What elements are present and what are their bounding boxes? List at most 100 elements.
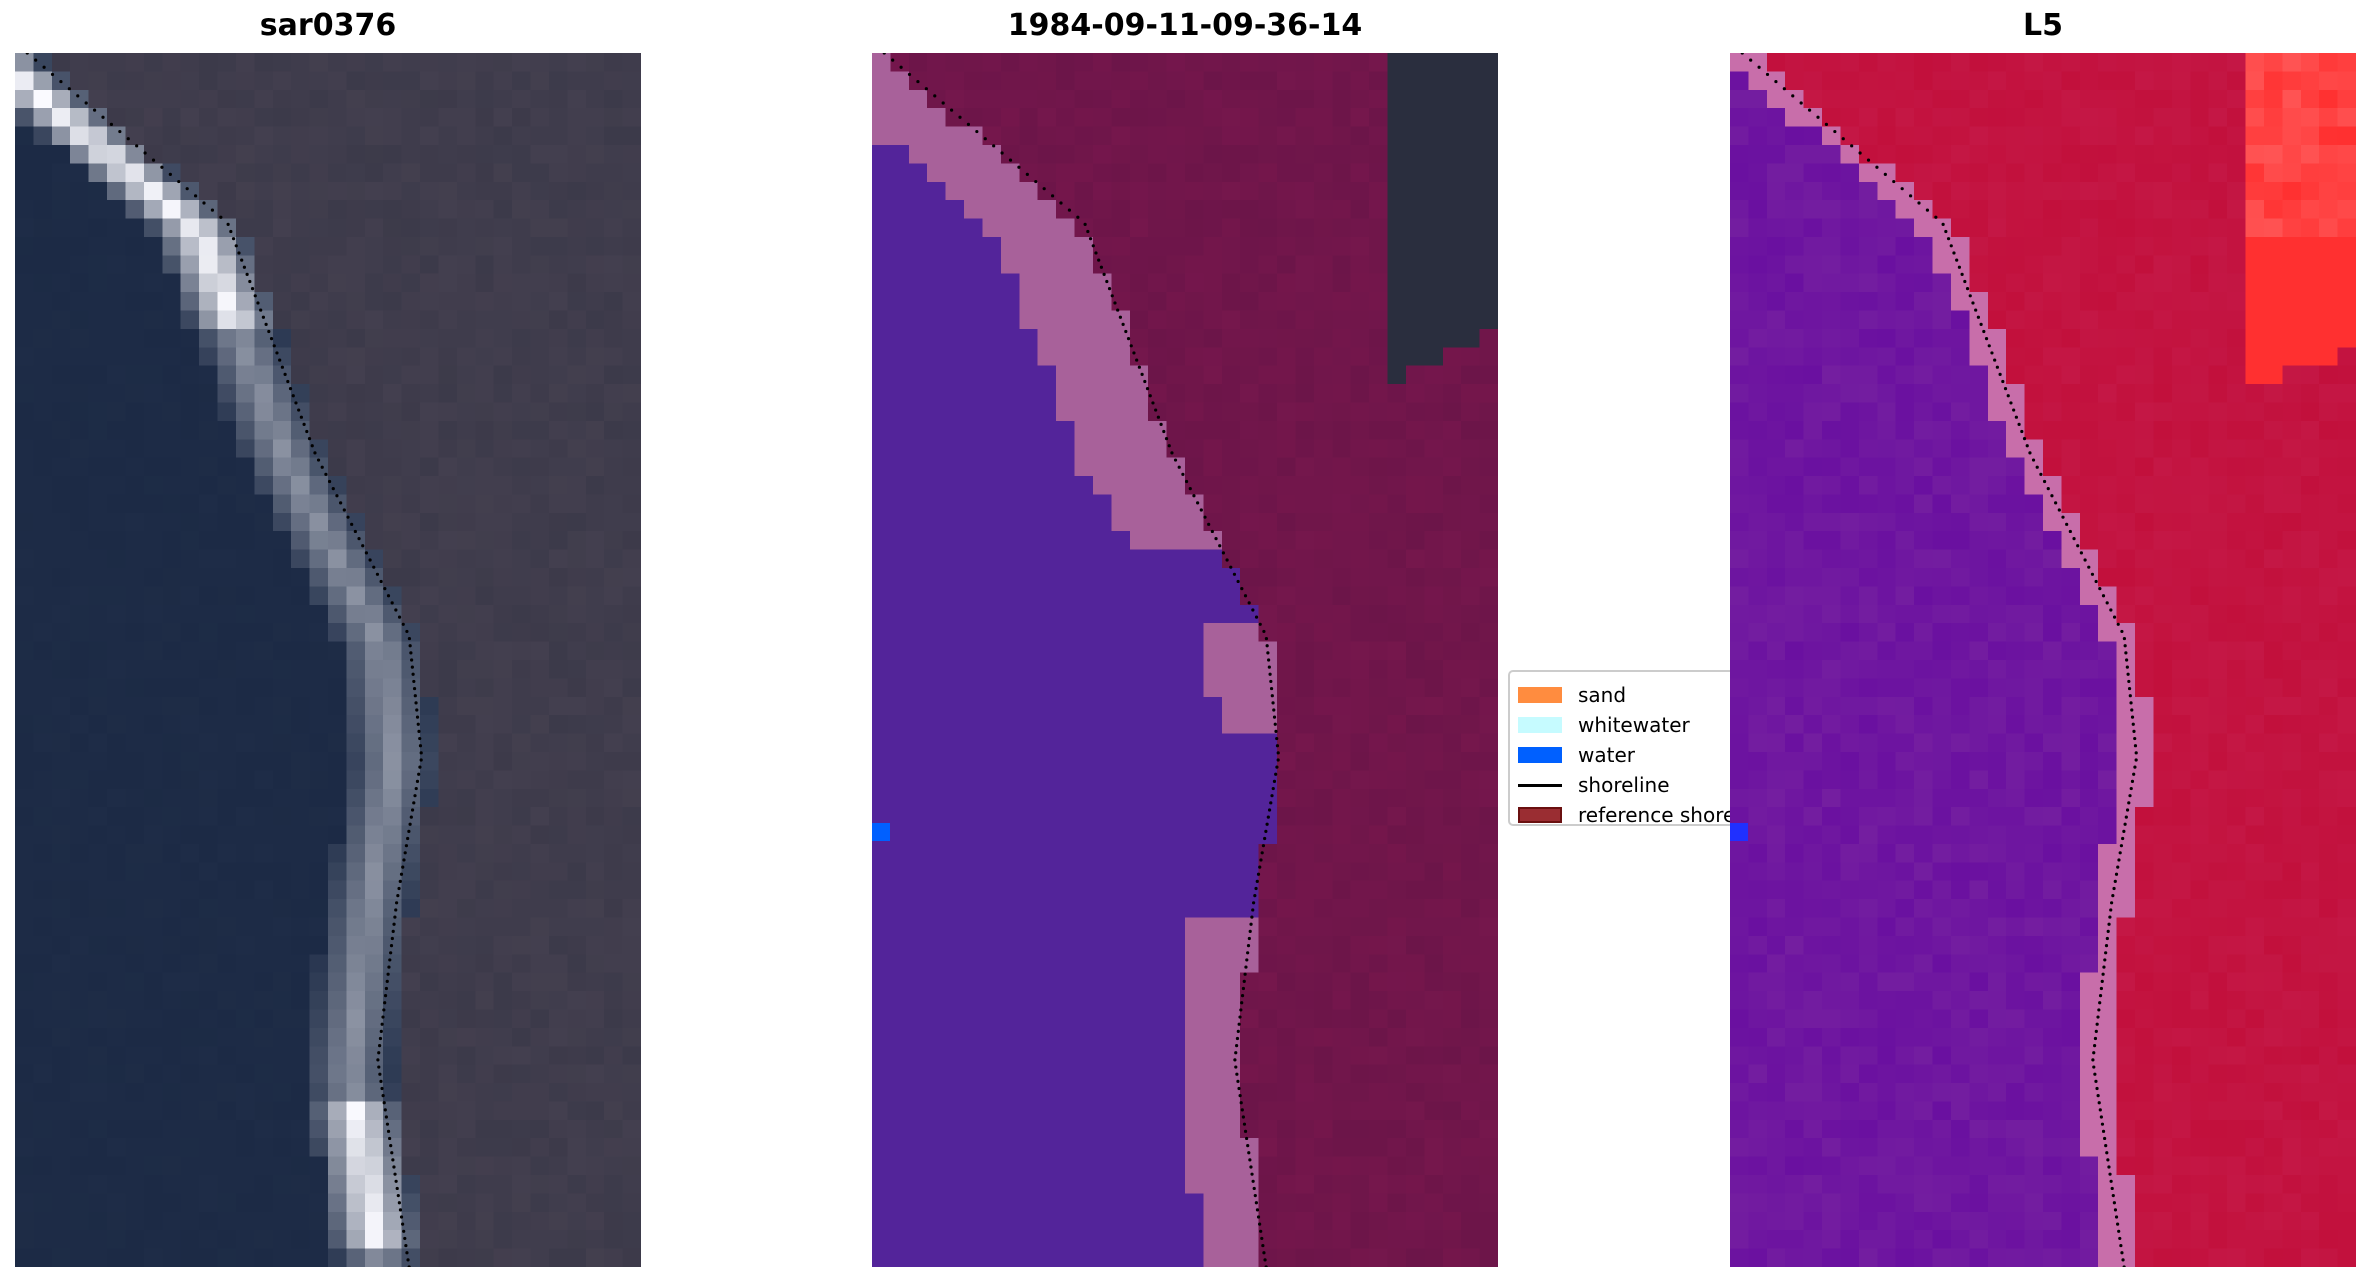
- shoreline-point: [2118, 1236, 2122, 1241]
- shoreline-point: [272, 344, 276, 348]
- shoreline-point: [2099, 1115, 2103, 1119]
- shoreline-point: [2116, 1222, 2120, 1226]
- shoreline-point: [380, 1022, 384, 1026]
- shoreline-point: [376, 1058, 380, 1062]
- shoreline-point: [202, 201, 206, 205]
- shoreline-point: [1957, 265, 1962, 269]
- shoreline-point: [1263, 1258, 1267, 1262]
- shoreline-point: [288, 387, 293, 391]
- shoreline-point: [1276, 758, 1280, 762]
- shoreline-point: [299, 415, 303, 419]
- shoreline-point: [1262, 1251, 1266, 1255]
- shoreline-point: [2093, 1036, 2098, 1041]
- shoreline-point: [1269, 679, 1273, 684]
- shoreline-point: [339, 501, 343, 505]
- shoreline-point: [389, 944, 394, 948]
- shoreline-point: [92, 108, 97, 112]
- shoreline-point: [1271, 701, 1275, 705]
- shoreline-point: [404, 844, 409, 848]
- shoreline-point: [1971, 301, 1975, 305]
- shoreline-point: [1984, 337, 1989, 341]
- shoreline-point: [2068, 529, 2072, 534]
- shoreline-point: [2017, 422, 2021, 426]
- shoreline-point: [379, 1079, 383, 1083]
- shoreline-point: [1232, 572, 1237, 576]
- shoreline-point: [357, 537, 361, 541]
- legend-label: shoreline: [1578, 773, 1670, 797]
- shoreline-point: [264, 322, 268, 326]
- shoreline-line-swatch: [1518, 783, 1562, 787]
- shoreline-point: [240, 258, 244, 262]
- shoreline-point: [409, 815, 413, 819]
- shoreline-point: [1241, 986, 1246, 991]
- shoreline-point: [151, 158, 156, 162]
- shoreline-point: [302, 422, 306, 426]
- shoreline-point: [975, 129, 979, 134]
- shoreline-point: [1275, 736, 1279, 741]
- shoreline-point: [2107, 1165, 2111, 1169]
- shoreline-point: [1124, 329, 1128, 334]
- shoreline-point: [2109, 1179, 2113, 1183]
- shoreline-point: [2104, 1144, 2108, 1148]
- shoreline-point: [924, 87, 928, 91]
- shoreline-point: [1238, 1094, 1242, 1098]
- shoreline-point: [160, 165, 164, 169]
- shoreline-point: [1240, 1001, 1244, 1005]
- shoreline-point: [1256, 1215, 1261, 1219]
- shoreline-point: [1167, 444, 1171, 448]
- shoreline-point: [2076, 544, 2080, 548]
- shoreline-point: [383, 994, 388, 998]
- shoreline-point: [1221, 551, 1226, 555]
- shoreline-point: [933, 94, 937, 98]
- shoreline-point: [2107, 922, 2111, 926]
- shoreline-point: [1824, 122, 1829, 127]
- shoreline-point: [2050, 494, 2054, 498]
- shoreline-point: [1275, 744, 1280, 748]
- shoreline-point: [59, 79, 63, 84]
- shoreline-point: [1968, 294, 1972, 298]
- shoreline-point: [2031, 458, 2036, 462]
- shoreline-point: [1765, 72, 1770, 77]
- shoreline-point: [1974, 308, 1978, 312]
- shoreline-point: [1892, 179, 1896, 184]
- shoreline-point: [1274, 729, 1278, 734]
- shoreline-point: [1137, 365, 1141, 369]
- shoreline-point: [1148, 394, 1152, 398]
- shoreline-point: [2128, 694, 2132, 698]
- shoreline-point: [2112, 615, 2117, 619]
- shoreline-point: [2129, 786, 2133, 791]
- shoreline-point: [2028, 451, 2032, 455]
- shoreline-point: [396, 894, 400, 898]
- shoreline-point: [248, 279, 252, 284]
- shoreline-point: [394, 1179, 398, 1183]
- shoreline-point: [1008, 158, 1013, 162]
- shoreline-point: [310, 444, 314, 448]
- shoreline-point: [1181, 472, 1185, 476]
- shoreline-point: [1260, 1236, 1264, 1241]
- shoreline-point: [389, 1144, 393, 1148]
- shoreline-point: [2113, 879, 2117, 883]
- shoreline-point: [388, 958, 392, 962]
- shoreline-point: [1952, 251, 1956, 255]
- shoreline-point: [1203, 515, 1207, 519]
- shoreline-point: [907, 72, 912, 77]
- shoreline-point: [2123, 822, 2127, 826]
- legend-item-whitewater: whitewater: [1518, 710, 1746, 740]
- shoreline-point: [1965, 287, 1970, 291]
- shoreline-point: [941, 101, 945, 105]
- shoreline-point: [2101, 594, 2106, 598]
- shoreline-point: [378, 1044, 382, 1048]
- shoreline-point: [135, 144, 139, 148]
- shoreline-point: [378, 1072, 382, 1076]
- shoreline-point: [1799, 101, 1803, 105]
- shoreline-point: [414, 701, 418, 705]
- shoreline-point: [1987, 344, 1991, 348]
- shoreline-point: [253, 294, 257, 298]
- shoreline-point: [1253, 1193, 1257, 1198]
- shoreline-point: [1236, 579, 1240, 584]
- shoreline-point: [1949, 244, 1953, 248]
- shoreline-point: [1159, 422, 1163, 426]
- shoreline-point: [361, 544, 365, 548]
- shoreline-point: [1960, 272, 1964, 276]
- shoreline-point: [364, 551, 369, 555]
